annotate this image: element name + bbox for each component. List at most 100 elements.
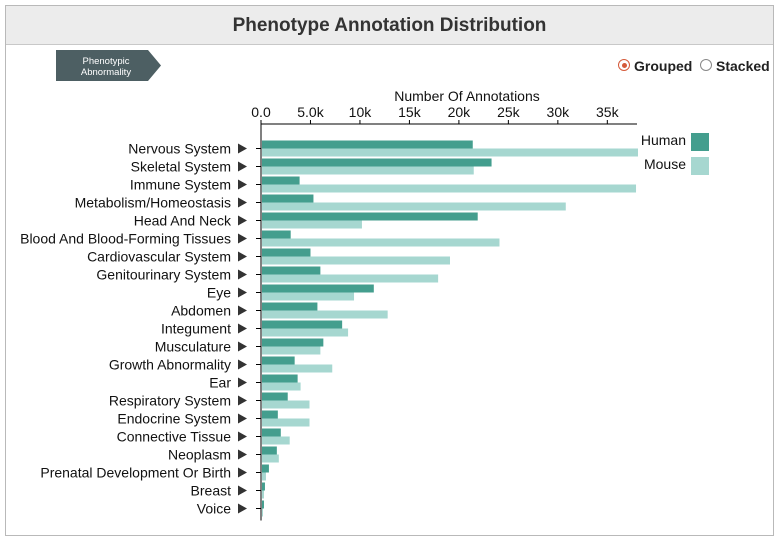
bar-human[interactable] (262, 284, 374, 293)
category-label: Metabolism/Homeostasis (75, 195, 231, 211)
category-label: Connective Tissue (117, 429, 232, 445)
category-label: Head And Neck (134, 213, 232, 229)
expand-triangle-icon[interactable] (238, 233, 247, 244)
bar-mouse[interactable] (262, 310, 388, 319)
bar-mouse[interactable] (262, 184, 637, 193)
bar-mouse[interactable] (262, 472, 266, 481)
bar-mouse[interactable] (262, 364, 333, 373)
bar-mouse[interactable] (262, 418, 310, 427)
bar-mouse[interactable] (262, 400, 310, 409)
legend-swatch-mouse (691, 157, 709, 175)
x-tick-label: 15k (398, 104, 422, 120)
x-tick-label: 25k (497, 104, 521, 120)
x-tick-label: 10k (349, 104, 373, 120)
category-label: Voice (197, 501, 231, 517)
bar-human[interactable] (262, 428, 281, 437)
bar-human[interactable] (262, 194, 314, 203)
expand-triangle-icon[interactable] (238, 359, 247, 370)
bar-mouse[interactable] (262, 292, 355, 301)
expand-triangle-icon[interactable] (238, 197, 247, 208)
expand-triangle-icon[interactable] (238, 161, 247, 172)
expand-triangle-icon[interactable] (238, 395, 247, 406)
bar-chart: Number Of Annotations 0.0 5.0k 10k 15k 20k 25k… (20, 88, 709, 521)
bar-human[interactable] (262, 374, 298, 383)
bar-human[interactable] (262, 464, 269, 473)
x-tick-label: 0.0 (251, 104, 271, 120)
expand-triangle-icon[interactable] (238, 449, 247, 460)
bar-mouse[interactable] (262, 436, 290, 445)
category-label: Abdomen (171, 303, 231, 319)
expand-triangle-icon[interactable] (238, 143, 247, 154)
expand-triangle-icon[interactable] (238, 341, 247, 352)
title-bar: Phenotype Annotation Distribution (6, 6, 773, 45)
legend-label-mouse: Mouse (644, 156, 686, 172)
bar-human[interactable] (262, 266, 321, 275)
category-label: Skeletal System (131, 159, 231, 175)
bar-mouse[interactable] (262, 454, 279, 463)
bar-human[interactable] (262, 302, 318, 311)
breadcrumb-label-line1: Phenotypic (82, 56, 130, 67)
chart-title: Phenotype Annotation Distribution (232, 15, 547, 36)
category-label: Immune System (130, 177, 231, 193)
bar-human[interactable] (262, 212, 478, 221)
bar-human[interactable] (262, 500, 264, 509)
category-label: Musculature (155, 339, 231, 355)
expand-triangle-icon[interactable] (238, 287, 247, 298)
bar-human[interactable] (262, 338, 324, 347)
bar-mouse[interactable] (262, 490, 264, 499)
category-label: Blood And Blood-Forming Tissues (20, 231, 231, 247)
expand-triangle-icon[interactable] (238, 323, 247, 334)
bar-mouse[interactable] (262, 274, 439, 283)
expand-triangle-icon[interactable] (238, 251, 247, 262)
bar-human[interactable] (262, 410, 278, 419)
bar-mouse[interactable] (262, 382, 301, 391)
expand-triangle-icon[interactable] (238, 485, 247, 496)
bar-mouse[interactable] (262, 148, 638, 157)
bar-mouse[interactable] (262, 166, 474, 175)
expand-triangle-icon[interactable] (238, 269, 247, 280)
bar-human[interactable] (262, 482, 265, 491)
chart-panel: Phenotype Annotation Distribution Phenot… (5, 5, 774, 536)
legend-swatch-human (691, 133, 709, 151)
bar-human[interactable] (262, 356, 295, 365)
x-tick-label: 30k (547, 104, 571, 120)
category-label: Growth Abnormality (109, 357, 231, 373)
grouped-radio[interactable] (618, 59, 630, 71)
category-label: Genitourinary System (96, 267, 231, 283)
category-label: Neoplasm (168, 447, 231, 463)
bar-mouse[interactable] (262, 508, 263, 517)
bar-mouse[interactable] (262, 202, 566, 211)
expand-triangle-icon[interactable] (238, 431, 247, 442)
bar-human[interactable] (262, 392, 288, 401)
breadcrumb-phenotypic-abnormality[interactable]: Phenotypic Abnormality (56, 50, 162, 81)
expand-triangle-icon[interactable] (238, 467, 247, 478)
bar-human[interactable] (262, 230, 291, 239)
expand-triangle-icon[interactable] (238, 305, 247, 316)
expand-triangle-icon[interactable] (238, 503, 247, 514)
expand-triangle-icon[interactable] (238, 377, 247, 388)
category-label: Cardiovascular System (87, 249, 231, 265)
bar-human[interactable] (262, 446, 277, 455)
x-tick-label: 5.0k (297, 104, 324, 120)
category-label: Nervous System (128, 141, 231, 157)
category-label: Integument (161, 321, 231, 337)
expand-triangle-icon[interactable] (238, 413, 247, 424)
bar-human[interactable] (262, 140, 473, 149)
bar-human[interactable] (262, 248, 311, 257)
x-tick-label: 35k (596, 104, 620, 120)
bar-mouse[interactable] (262, 328, 349, 337)
grouped-label[interactable]: Grouped (634, 58, 693, 74)
bar-mouse[interactable] (262, 256, 450, 265)
bar-mouse[interactable] (262, 346, 321, 355)
bar-human[interactable] (262, 158, 492, 167)
x-axis-title: Number Of Annotations (394, 88, 540, 104)
stacked-radio[interactable] (700, 59, 712, 71)
bar-mouse[interactable] (262, 238, 500, 247)
expand-triangle-icon[interactable] (238, 179, 247, 190)
bar-mouse[interactable] (262, 220, 362, 229)
bar-human[interactable] (262, 320, 343, 329)
legend-label-human: Human (641, 132, 686, 148)
expand-triangle-icon[interactable] (238, 215, 247, 226)
bar-human[interactable] (262, 176, 300, 185)
stacked-label[interactable]: Stacked (716, 58, 770, 74)
